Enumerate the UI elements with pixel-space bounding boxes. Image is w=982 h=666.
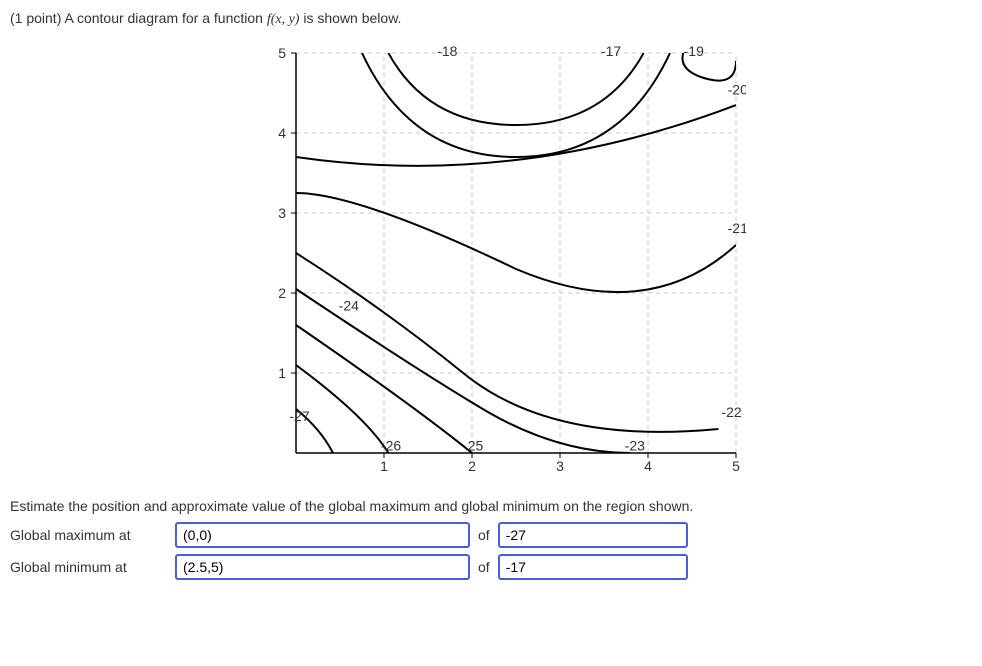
svg-text:4: 4: [644, 458, 652, 474]
svg-text:2: 2: [278, 285, 286, 301]
points-badge: (1 point): [10, 10, 61, 26]
svg-text:5: 5: [732, 458, 740, 474]
contour-diagram-container: 1 2 3 4 5 1 2 3 4 5 -18 -17 -19 -20 -21 -22 -23 25 -26 -27 -…: [10, 38, 972, 483]
svg-text:-17: -17: [601, 43, 621, 59]
svg-text:3: 3: [278, 205, 286, 221]
svg-text:-23: -23: [625, 438, 645, 454]
function-display: f(x, y): [267, 12, 300, 27]
svg-text:25: 25: [468, 438, 484, 454]
svg-text:1: 1: [380, 458, 388, 474]
svg-text:5: 5: [278, 45, 286, 61]
global-max-value-input[interactable]: [498, 522, 688, 548]
svg-text:2: 2: [468, 458, 476, 474]
svg-text:-18: -18: [437, 43, 457, 59]
question-prompt: (1 point) A contour diagram for a functi…: [10, 10, 972, 28]
svg-text:-22: -22: [721, 404, 741, 420]
svg-text:1: 1: [278, 365, 286, 381]
global-max-row: Global maximum at of: [10, 522, 972, 548]
svg-text:-19: -19: [684, 43, 704, 59]
contour-diagram: 1 2 3 4 5 1 2 3 4 5 -18 -17 -19 -20 -21 -22 -23 25 -26 -27 -…: [236, 38, 746, 483]
of-label: of: [470, 559, 498, 575]
global-min-label: Global minimum at: [10, 559, 175, 575]
svg-text:-20: -20: [728, 82, 746, 98]
global-min-row: Global minimum at of: [10, 554, 972, 580]
question-text: Estimate the position and approximate va…: [10, 498, 972, 514]
prompt-post: is shown below.: [299, 10, 401, 26]
of-label: of: [470, 527, 498, 543]
global-min-position-input[interactable]: [175, 554, 470, 580]
svg-text:-27: -27: [289, 408, 309, 424]
svg-text:4: 4: [278, 125, 286, 141]
svg-text:-21: -21: [728, 220, 746, 236]
prompt-pre: A contour diagram for a function: [64, 10, 266, 26]
svg-text:-24: -24: [339, 298, 359, 314]
global-min-value-input[interactable]: [498, 554, 688, 580]
svg-text:3: 3: [556, 458, 564, 474]
global-max-label: Global maximum at: [10, 527, 175, 543]
svg-text:-26: -26: [381, 438, 401, 454]
global-max-position-input[interactable]: [175, 522, 470, 548]
